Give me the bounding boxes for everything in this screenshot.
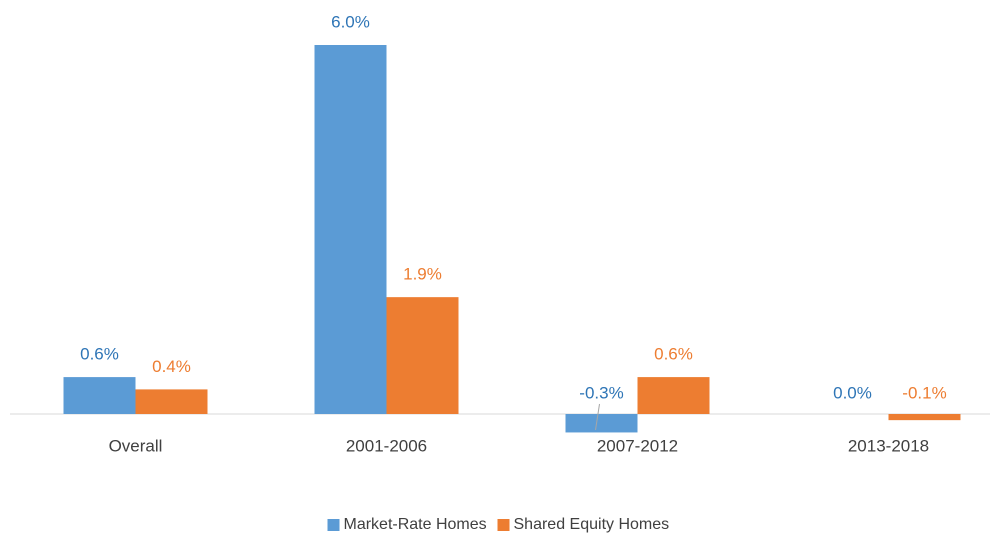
data-label: 0.4%	[152, 357, 191, 376]
bar	[314, 45, 387, 414]
bar	[386, 297, 459, 414]
legend-label: Market-Rate Homes	[344, 516, 487, 533]
bar	[135, 389, 208, 414]
x-tick-label: 2013-2018	[848, 436, 929, 455]
data-label: 0.6%	[654, 345, 693, 364]
leader-line	[595, 403, 600, 431]
legend-swatch	[327, 519, 340, 531]
data-label: 6.0%	[331, 12, 370, 31]
data-label: -0.1%	[902, 383, 946, 402]
bar	[63, 377, 136, 414]
bar	[888, 414, 961, 421]
bar	[637, 377, 710, 414]
bar	[565, 414, 638, 433]
data-label: 1.9%	[403, 265, 442, 284]
x-tick-label: Overall	[109, 436, 163, 455]
legend-swatch	[497, 519, 510, 531]
data-label: -0.3%	[579, 383, 623, 402]
legend-label: Shared Equity Homes	[514, 516, 670, 533]
x-tick-label: 2001-2006	[346, 436, 427, 455]
data-label: 0.0%	[833, 383, 872, 402]
data-label: 0.6%	[80, 345, 119, 364]
x-tick-label: 2007-2012	[597, 436, 678, 455]
